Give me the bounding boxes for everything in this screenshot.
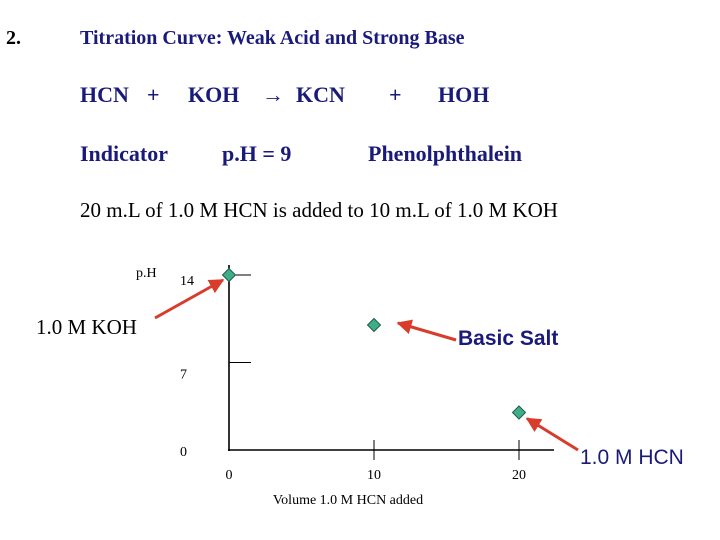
annotation-mid: Basic Salt	[458, 327, 558, 350]
reactant-koh: KOH	[188, 82, 240, 107]
y-axis-label: p.H	[136, 266, 157, 281]
y-tick-label: 0	[180, 445, 187, 460]
section-number: 2.	[6, 27, 21, 49]
annotation-start: 1.0 M KOH	[36, 315, 137, 339]
data-point	[366, 317, 382, 333]
x-axis-label: Volume 1.0 M HCN added	[273, 493, 423, 508]
product-hoh: HOH	[438, 82, 490, 107]
page-title: Titration Curve: Weak Acid and Strong Ba…	[80, 27, 465, 49]
annotation-end: 1.0 M HCN	[580, 446, 684, 469]
y-tick-label: 14	[180, 274, 194, 289]
x-tick-label: 20	[512, 468, 526, 483]
plus-sign-1: +	[147, 82, 160, 107]
annotation-arrow	[154, 278, 225, 320]
data-point	[511, 405, 527, 420]
annotation-arrow	[525, 417, 579, 452]
y-tick-label: 7	[180, 368, 187, 383]
plus-sign-2: +	[389, 82, 402, 107]
indicator-name: Phenolphthalein	[368, 141, 523, 166]
product-kcn: KCN	[296, 82, 345, 107]
data-point	[221, 267, 237, 283]
indicator-ph: p.H = 9	[222, 141, 292, 166]
annotation-arrow	[396, 319, 457, 342]
reactant-hcn: HCN	[80, 82, 129, 107]
indicator-label: Indicator	[80, 141, 168, 166]
x-tick-label: 0	[226, 468, 233, 483]
problem-note: 20 m.L of 1.0 M HCN is added to 10 m.L o…	[80, 198, 558, 222]
reaction-arrow: →	[262, 82, 284, 107]
x-tick-label: 10	[367, 468, 381, 483]
